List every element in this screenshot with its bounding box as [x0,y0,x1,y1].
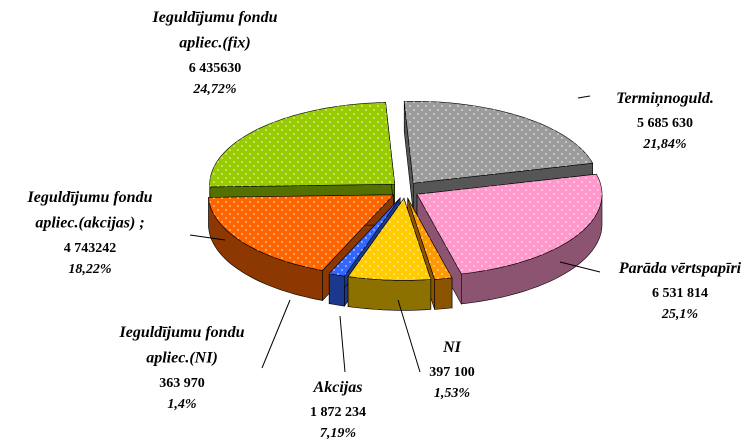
slice-value: 363 970 [159,376,205,391]
dot-texture [417,174,602,274]
slice-value: 5 685 630 [637,116,693,131]
slice-label: Akcijas [313,379,363,396]
leader-line [339,315,346,373]
slice-wall [434,277,453,310]
slice-percent: 7,19% [320,426,356,441]
slice-value: 6 531 814 [652,286,708,301]
dot-texture [208,194,394,271]
slice-label: Ieguldījumu fondu apliec.(NI) [119,324,245,367]
slice-wall [347,276,432,311]
slice-value: 4 743242 [64,241,117,256]
slice-label: Ieguldījumu fondu apliec.(fix) [152,9,278,52]
slice-percent: 1,53% [434,386,470,401]
slice-percent: 18,22% [68,262,111,277]
slice-label: Termiņnoguld. [616,90,714,108]
leader-line [189,234,226,241]
slice-label: Ieguldījumu fondu apliec.(akcijas) ; [27,189,153,232]
dot-texture [407,198,452,280]
dot-texture [348,198,431,281]
leader-line [559,261,601,273]
slice-percent: 1,4% [167,397,196,412]
leader-line [397,299,421,373]
slice-label: Parāda vērtspapīri [618,260,742,277]
slice-value: 397 100 [429,365,475,380]
dot-texture [404,101,593,184]
slice-percent: 25,1% [661,307,698,322]
slice-value: 1 872 234 [310,405,366,420]
slice-percent: 21,84% [642,137,686,152]
dot-texture [329,197,401,277]
leader-line [577,95,591,99]
dot-texture [209,102,395,187]
slice-wall [328,273,345,307]
slice-label: NI [442,339,462,356]
slice-percent: 24,72% [192,82,236,97]
leader-line [261,299,291,369]
slice-value: 6 435630 [189,61,242,76]
